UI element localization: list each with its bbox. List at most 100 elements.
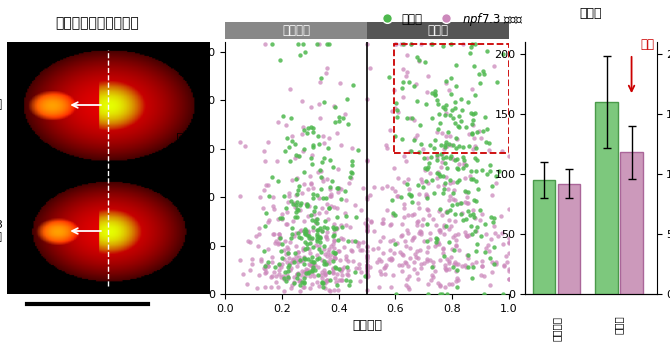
Point <box>397 94 408 99</box>
Point <box>435 291 446 297</box>
Point <box>327 178 338 183</box>
Point <box>448 190 459 196</box>
Point <box>427 116 438 121</box>
Point <box>467 231 478 237</box>
Point <box>328 255 339 260</box>
Point <box>397 79 408 85</box>
Point <box>305 262 316 268</box>
Point <box>312 228 323 233</box>
Point <box>306 155 316 161</box>
Point <box>306 258 316 264</box>
Point <box>412 219 423 224</box>
Point <box>384 256 395 262</box>
Point <box>476 167 487 173</box>
Point <box>297 131 308 137</box>
Point <box>422 155 433 161</box>
Point <box>423 244 433 250</box>
Point <box>332 205 342 211</box>
Point <box>423 161 434 166</box>
Point <box>362 265 373 271</box>
Point <box>303 267 314 273</box>
Point <box>308 265 319 271</box>
Point <box>276 264 287 270</box>
Point <box>434 206 445 212</box>
Point <box>457 210 468 216</box>
Point <box>351 215 362 220</box>
Point <box>417 217 428 222</box>
Point <box>335 268 346 274</box>
Point <box>378 217 389 222</box>
Point <box>324 205 335 210</box>
Point <box>466 224 476 229</box>
Point <box>362 157 373 162</box>
Point <box>290 209 301 215</box>
Point <box>283 251 293 256</box>
Point <box>267 41 277 47</box>
Point <box>290 258 301 263</box>
Point <box>317 280 328 286</box>
Point <box>288 274 299 279</box>
Point <box>270 240 281 246</box>
Point <box>292 271 303 277</box>
Point <box>260 223 271 228</box>
Point <box>336 278 347 283</box>
Point <box>472 157 482 163</box>
Point <box>362 194 373 199</box>
Point <box>418 155 429 161</box>
Point <box>286 133 297 139</box>
Point <box>347 259 358 264</box>
Point <box>440 112 451 118</box>
Point <box>430 93 441 98</box>
Point <box>312 236 322 241</box>
Point <box>431 171 442 176</box>
Point <box>444 88 454 93</box>
Point <box>397 137 407 142</box>
Point <box>346 247 356 253</box>
Point <box>292 272 303 278</box>
Point <box>283 275 293 281</box>
Point <box>463 264 474 270</box>
Point <box>304 173 315 179</box>
Point <box>267 254 277 260</box>
Point <box>395 234 406 239</box>
Point <box>411 248 422 254</box>
Point <box>458 154 468 160</box>
Point <box>477 263 488 268</box>
Point <box>312 192 323 197</box>
Point <box>432 184 443 189</box>
Point <box>468 264 478 270</box>
Point <box>496 231 507 236</box>
Point <box>276 249 287 254</box>
Point <box>362 255 373 261</box>
Text: 重力側: 重力側 <box>427 24 448 37</box>
Point <box>441 267 452 273</box>
Bar <box>394 44 509 153</box>
Point <box>327 249 338 254</box>
Point <box>320 286 330 291</box>
Point <box>298 280 309 286</box>
Point <box>301 201 312 207</box>
Point <box>317 229 328 234</box>
Point <box>362 41 373 47</box>
Point <box>421 195 432 201</box>
Point <box>273 262 284 268</box>
Point <box>407 212 417 218</box>
Point <box>268 203 279 209</box>
Point <box>445 193 456 198</box>
Point <box>334 249 344 254</box>
Point <box>436 143 447 148</box>
Point <box>294 234 305 240</box>
Point <box>398 41 409 47</box>
Point <box>334 186 344 191</box>
Point <box>299 227 310 232</box>
Point <box>275 235 285 240</box>
Point <box>375 238 385 244</box>
Point <box>283 275 293 280</box>
Point <box>435 229 446 234</box>
Point <box>354 240 365 246</box>
Point <box>245 267 255 273</box>
Point <box>391 107 402 113</box>
Point <box>480 139 491 145</box>
Point <box>328 224 338 230</box>
Point <box>324 41 334 47</box>
